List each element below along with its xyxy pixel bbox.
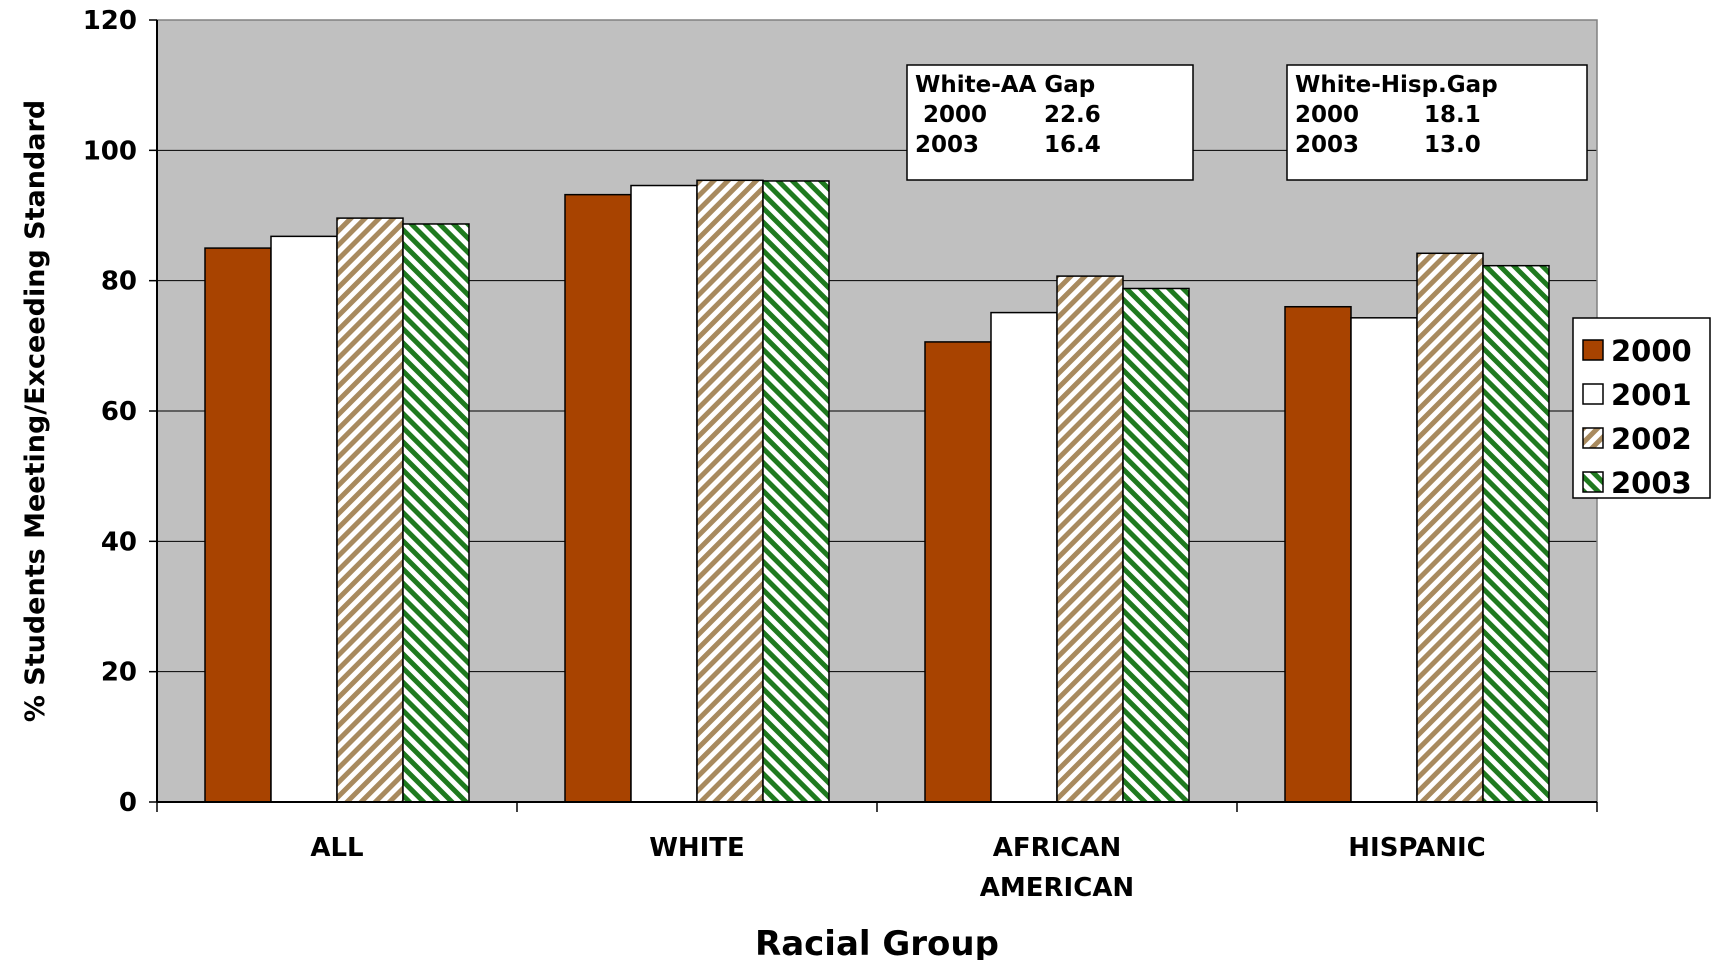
gap-note-label: 2003	[915, 132, 979, 158]
legend-swatch-2003	[1582, 471, 1604, 493]
bar-2003-2	[1122, 287, 1190, 803]
bar-2001-0	[270, 235, 338, 803]
y-tick-label: 0	[119, 788, 137, 818]
gap-note-label: 2000	[923, 102, 987, 128]
legend-label-2001: 2001	[1611, 378, 1692, 412]
gap-note-box	[906, 64, 1194, 181]
gap-annotations: White-AA Gap 2000 22.6 2003 16.4 White-Hisp.G…	[906, 64, 1588, 181]
legend-label-2003: 2003	[1611, 466, 1692, 500]
y-tick-label: 80	[101, 267, 137, 297]
bar-2000-0	[204, 247, 272, 803]
bar-2003-3	[1482, 264, 1550, 803]
x-axis-title: Racial Group	[755, 924, 999, 960]
y-tick-label: 100	[83, 136, 137, 166]
gap-note-value: 22.6	[1044, 102, 1101, 128]
y-axis-title: % Students Meeting/Exceeding Standard	[20, 100, 51, 722]
legend-swatch-2000	[1582, 339, 1604, 361]
y-tick-labels: 0 20 40 60 80 100 120	[83, 6, 157, 818]
gap-note-label: White-Hisp.Gap	[1295, 72, 1498, 98]
bar-2003-0	[402, 223, 470, 803]
bar-2000-3	[1284, 305, 1352, 803]
legend-swatch-2001	[1582, 383, 1604, 405]
legend-label-2000: 2000	[1611, 334, 1692, 368]
bar-2001-2	[990, 311, 1058, 803]
x-category-label: AMERICAN	[980, 873, 1134, 903]
bar-2001-1	[630, 184, 698, 803]
legend-label-2002: 2002	[1611, 422, 1692, 456]
gap-note-label: White-AA Gap	[915, 72, 1095, 98]
gap-note-label: 2000	[1295, 102, 1359, 128]
bar-2001-3	[1350, 317, 1418, 803]
bar-2002-3	[1416, 252, 1484, 803]
y-tick-label: 60	[101, 397, 137, 427]
x-category-label: WHITE	[649, 833, 745, 863]
legend: 2000 2001 2002 2003	[1572, 317, 1711, 500]
gap-note-value: 13.0	[1424, 132, 1481, 158]
gap-note-label: 2003	[1295, 132, 1359, 158]
bar-2000-1	[564, 193, 632, 803]
x-category-label: AFRICAN	[993, 833, 1122, 863]
bar-2002-1	[696, 179, 764, 803]
bar-2002-2	[1056, 275, 1124, 803]
bars	[204, 179, 1550, 803]
bar-2003-1	[762, 180, 830, 803]
gap-note-box	[1286, 64, 1588, 181]
x-category-label: ALL	[310, 833, 363, 863]
x-category-label: HISPANIC	[1348, 833, 1485, 863]
gap-note-value: 16.4	[1044, 132, 1101, 158]
y-tick-label: 40	[101, 527, 137, 557]
x-category-labels: ALL WHITE AFRICAN AMERICAN HISPANIC	[310, 833, 1485, 903]
legend-swatch-2002	[1582, 427, 1604, 449]
y-tick-label: 120	[83, 6, 137, 36]
bar-2002-0	[336, 217, 404, 803]
y-tick-label: 20	[101, 658, 137, 688]
bar-2000-2	[924, 341, 992, 803]
gap-note-value: 18.1	[1424, 102, 1481, 128]
